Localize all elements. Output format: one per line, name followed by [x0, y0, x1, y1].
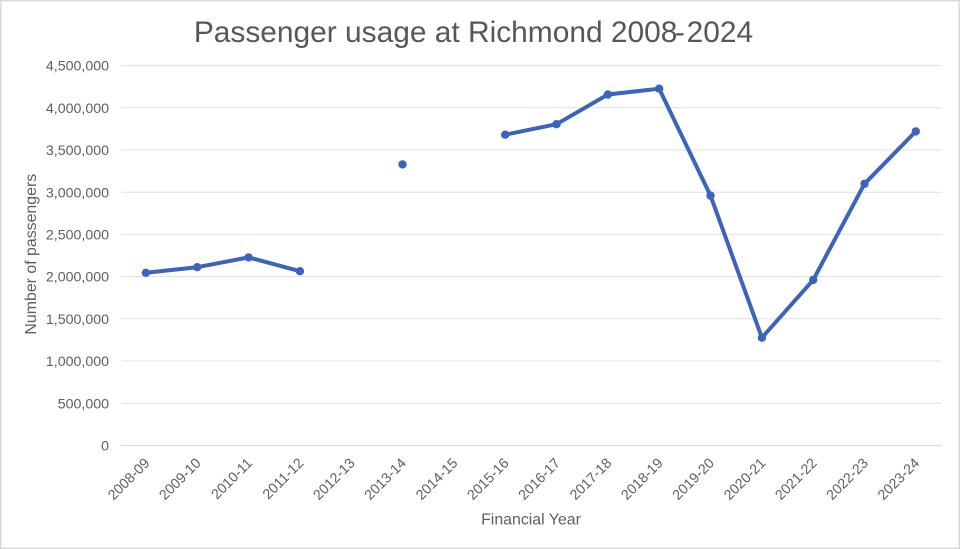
svg-text:3,000,000: 3,000,000: [46, 185, 109, 201]
svg-text:2,500,000: 2,500,000: [46, 228, 109, 244]
svg-text:500,000: 500,000: [58, 396, 109, 412]
svg-text:1,500,000: 1,500,000: [46, 312, 109, 328]
svg-text:4,500,000: 4,500,000: [46, 59, 109, 75]
svg-text:Passenger usage at Richmond 20: Passenger usage at Richmond 2008-2024: [194, 16, 753, 49]
svg-text:Number of passengers: Number of passengers: [23, 174, 40, 335]
svg-text:1,000,000: 1,000,000: [46, 354, 109, 370]
svg-text:2,000,000: 2,000,000: [46, 270, 109, 286]
svg-text:3,500,000: 3,500,000: [46, 143, 109, 159]
svg-text:4,000,000: 4,000,000: [46, 101, 109, 117]
svg-text:0: 0: [101, 439, 109, 455]
svg-text:Financial Year: Financial Year: [481, 512, 582, 529]
